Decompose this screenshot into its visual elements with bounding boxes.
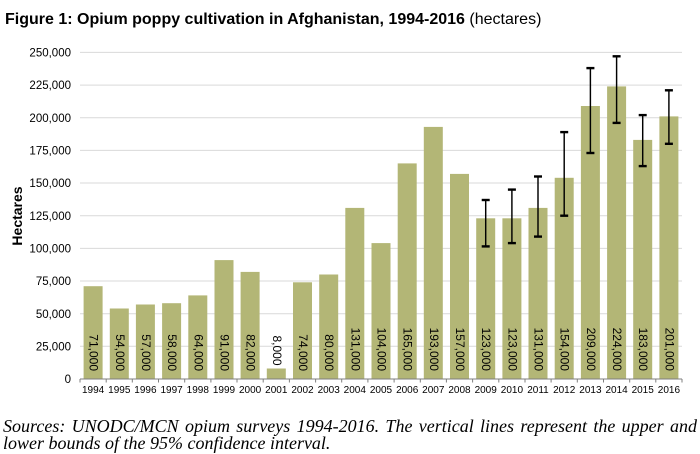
svg-text:125,000: 125,000: [29, 211, 71, 223]
svg-text:2009: 2009: [475, 385, 498, 396]
svg-text:1994: 1994: [82, 385, 105, 396]
svg-text:154,000: 154,000: [558, 328, 572, 372]
svg-text:123,000: 123,000: [479, 328, 493, 372]
svg-text:54,000: 54,000: [113, 334, 127, 371]
svg-text:2011: 2011: [527, 385, 549, 396]
svg-text:2014: 2014: [605, 385, 628, 396]
svg-text:1999: 1999: [213, 385, 236, 396]
svg-text:82,000: 82,000: [244, 334, 258, 371]
svg-text:1995: 1995: [108, 385, 131, 396]
svg-text:2004: 2004: [344, 385, 367, 396]
svg-text:0: 0: [65, 374, 71, 386]
svg-text:250,000: 250,000: [29, 48, 71, 60]
svg-text:2007: 2007: [422, 385, 445, 396]
svg-text:2002: 2002: [291, 385, 314, 396]
svg-text:209,000: 209,000: [584, 328, 598, 372]
svg-text:2010: 2010: [501, 385, 524, 396]
svg-text:2003: 2003: [318, 385, 341, 396]
svg-text:131,000: 131,000: [532, 328, 546, 372]
svg-text:75,000: 75,000: [36, 276, 71, 288]
svg-text:200,000: 200,000: [29, 113, 71, 125]
svg-text:165,000: 165,000: [401, 328, 415, 372]
svg-text:104,000: 104,000: [375, 328, 389, 372]
svg-text:193,000: 193,000: [427, 328, 441, 372]
svg-text:2001: 2001: [265, 385, 288, 396]
svg-text:1997: 1997: [160, 385, 183, 396]
svg-text:2006: 2006: [396, 385, 419, 396]
svg-text:58,000: 58,000: [165, 334, 179, 371]
svg-text:57,000: 57,000: [139, 334, 153, 371]
svg-text:1998: 1998: [187, 385, 210, 396]
svg-text:224,000: 224,000: [610, 328, 624, 372]
svg-text:131,000: 131,000: [348, 328, 362, 372]
svg-text:201,000: 201,000: [662, 328, 676, 372]
svg-text:2013: 2013: [579, 385, 602, 396]
svg-text:80,000: 80,000: [322, 334, 336, 371]
svg-text:1996: 1996: [134, 385, 157, 396]
svg-text:183,000: 183,000: [636, 328, 650, 372]
svg-text:123,000: 123,000: [505, 328, 519, 372]
svg-text:50,000: 50,000: [36, 309, 71, 321]
svg-text:2012: 2012: [553, 385, 576, 396]
svg-text:8,000: 8,000: [270, 335, 284, 365]
svg-text:Hectares: Hectares: [9, 186, 25, 245]
svg-text:2016: 2016: [658, 385, 681, 396]
svg-text:2000: 2000: [239, 385, 262, 396]
svg-text:100,000: 100,000: [29, 244, 71, 256]
svg-text:91,000: 91,000: [218, 334, 232, 371]
svg-text:225,000: 225,000: [29, 80, 71, 92]
svg-text:71,000: 71,000: [87, 334, 101, 371]
svg-text:175,000: 175,000: [29, 146, 71, 158]
svg-text:64,000: 64,000: [191, 334, 205, 371]
svg-text:2015: 2015: [632, 385, 655, 396]
svg-text:2008: 2008: [448, 385, 471, 396]
svg-text:2005: 2005: [370, 385, 393, 396]
svg-text:150,000: 150,000: [29, 178, 71, 190]
svg-text:25,000: 25,000: [36, 341, 71, 353]
svg-text:157,000: 157,000: [453, 328, 467, 372]
svg-text:74,000: 74,000: [296, 334, 310, 371]
